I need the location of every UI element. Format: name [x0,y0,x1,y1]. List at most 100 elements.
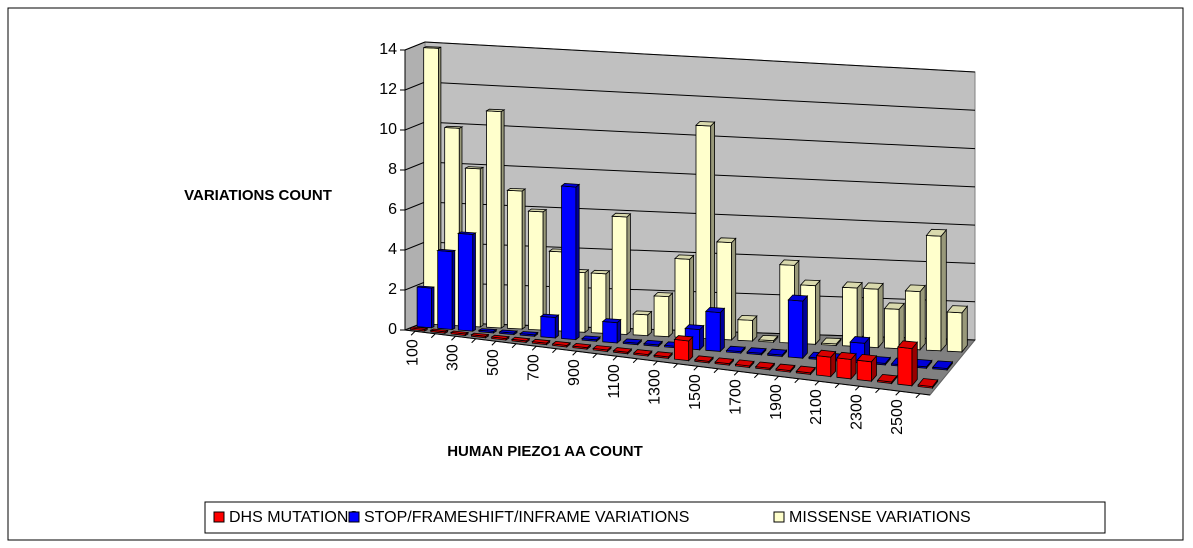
bar [754,361,776,371]
bar [693,355,714,364]
bar-top [539,313,560,318]
bar-top [410,326,429,330]
bar-top [464,166,485,170]
bar-top [734,359,755,367]
bar-top [883,302,906,310]
x-tick [451,335,456,341]
bar-front [816,355,832,378]
bar-top [506,187,527,192]
bar-front [457,232,474,332]
bar [519,331,539,338]
side-grid [404,201,426,211]
bar [795,365,817,376]
side-grid [404,281,426,291]
x-tick [673,363,678,369]
bar [429,328,449,334]
bar [611,212,632,336]
bar-top [836,351,857,360]
bar [841,281,863,348]
x-tick [471,338,477,344]
bar-top [695,121,716,127]
bar-top [470,332,490,337]
bar-top [643,339,664,346]
bar-top [876,373,898,383]
bar-side [710,121,715,340]
bar-side [668,292,673,338]
bar [643,339,664,348]
x-tick [410,330,416,336]
bar-front [423,47,439,326]
bar [883,302,906,350]
bar-side [472,232,476,332]
bar-side [584,269,589,334]
bar [470,332,490,339]
bar-top [674,254,695,260]
bar [409,326,429,332]
bar-front [926,235,942,352]
bar-top [519,331,539,336]
bar-front [897,346,913,387]
x-tick-label: 500 [485,349,502,376]
bar-top [632,349,653,356]
bar-front [602,321,618,344]
bar-side [731,237,737,341]
x-tick [854,385,860,391]
bar-side [479,166,484,328]
x-tick [814,380,820,386]
bar-top [429,328,449,333]
x-tick [834,383,840,389]
bar-top [612,347,633,353]
x-tick [693,365,699,371]
bar [653,351,674,360]
bar-side [911,341,918,387]
bar [560,182,581,341]
x-tick-label: 2300 [849,394,866,430]
bar-top [684,324,705,331]
legend-swatch [348,511,360,523]
x-tick-label: 1500 [687,374,704,410]
bar [820,337,842,347]
bar-side [616,318,622,344]
bar-front [737,319,753,342]
bar-front [856,359,872,382]
grid-line [424,41,976,73]
bar-top [416,285,435,289]
x-tick [713,368,719,374]
x-tick-label: 1900 [768,384,785,420]
legend-label: STOP/FRAMESHIFT/INFRAME VARIATIONS [364,509,689,526]
bar-side [542,208,547,331]
x-tick [653,360,658,366]
y-axis-title: VARIATIONS COUNT [184,187,332,204]
bar [506,187,527,330]
bar-top [856,353,878,363]
bar-top [498,329,519,334]
bar-top [581,335,602,341]
bar-top [754,361,776,369]
bar-top [725,345,746,353]
bar-top [757,334,779,342]
bar [862,282,884,349]
bar-front [632,313,649,337]
bar-front [486,110,502,329]
bar [490,334,511,341]
bar [436,248,457,331]
bar [485,108,506,329]
bar [477,328,498,334]
bar-top [436,248,457,253]
bar [551,340,572,348]
bar-top [423,46,442,49]
x-tick [733,370,739,376]
bar-side [961,305,968,354]
bar-front [507,189,523,330]
bar [612,347,633,355]
bar-top [485,108,506,113]
bar-top [477,328,498,332]
bar-top [653,292,674,298]
bar-side [940,228,947,352]
bar-top [560,182,581,188]
bar [531,338,551,346]
bar-side [719,307,725,353]
bar-front [437,250,453,330]
legend-label: DHS MUTATIONS [229,509,359,526]
